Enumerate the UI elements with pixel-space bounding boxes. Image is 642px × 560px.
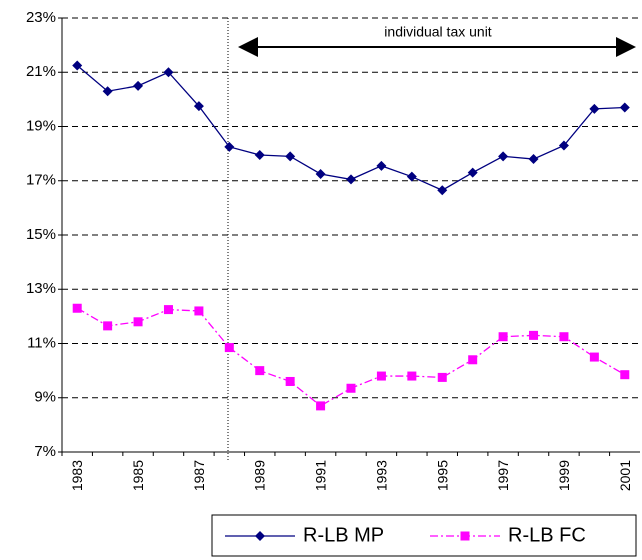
data-point bbox=[224, 343, 234, 353]
x-tick-label: 1985 bbox=[130, 460, 146, 491]
legend-marker bbox=[255, 531, 265, 541]
data-point bbox=[316, 401, 326, 411]
x-tick-label: 1999 bbox=[556, 460, 572, 491]
data-point bbox=[346, 174, 356, 185]
data-point bbox=[468, 355, 478, 365]
data-point bbox=[103, 321, 113, 331]
y-tick-label: 9% bbox=[34, 389, 56, 406]
legend-marker bbox=[460, 531, 470, 541]
data-point bbox=[559, 332, 569, 342]
data-point bbox=[285, 376, 295, 386]
x-tick-label: 2001 bbox=[617, 460, 633, 491]
data-point bbox=[528, 154, 539, 165]
data-point bbox=[498, 151, 509, 162]
data-point bbox=[589, 352, 599, 362]
data-point bbox=[589, 103, 600, 114]
x-tick-label: 1983 bbox=[69, 460, 85, 491]
x-tick-label: 1991 bbox=[313, 460, 329, 491]
data-point bbox=[467, 167, 478, 178]
data-point bbox=[558, 140, 569, 151]
data-point bbox=[255, 366, 265, 376]
data-point bbox=[224, 141, 235, 152]
annotation: individual tax unit bbox=[384, 24, 492, 40]
x-tick-label: 1993 bbox=[373, 460, 389, 491]
x-tick-label: 1987 bbox=[191, 460, 207, 491]
data-point bbox=[376, 160, 387, 171]
data-point bbox=[72, 60, 83, 71]
data-point bbox=[133, 80, 144, 91]
legend-box bbox=[211, 514, 637, 557]
y-tick-label: 21% bbox=[26, 63, 56, 80]
y-tick-label: 23% bbox=[26, 9, 56, 26]
legend-label: R-LB FC bbox=[508, 524, 586, 546]
data-point bbox=[620, 370, 630, 380]
y-tick-label: 15% bbox=[26, 226, 56, 243]
data-point bbox=[163, 67, 174, 78]
data-point bbox=[498, 332, 508, 342]
data-point bbox=[619, 102, 630, 113]
data-point bbox=[193, 101, 204, 112]
data-point bbox=[133, 317, 143, 327]
data-point bbox=[407, 371, 417, 381]
x-tick-label: 1989 bbox=[252, 460, 268, 491]
x-tick-label: 1995 bbox=[434, 460, 450, 491]
data-point bbox=[102, 86, 113, 97]
y-tick-label: 13% bbox=[26, 280, 56, 297]
y-tick-label: 7% bbox=[34, 443, 56, 460]
data-point bbox=[406, 171, 417, 182]
data-point bbox=[376, 371, 386, 381]
y-tick-label: 19% bbox=[26, 117, 56, 134]
data-point bbox=[254, 149, 265, 160]
data-point bbox=[437, 185, 448, 196]
data-point bbox=[163, 305, 173, 315]
data-point bbox=[346, 383, 356, 393]
data-point bbox=[72, 303, 82, 313]
series-line bbox=[76, 64, 625, 191]
y-tick-label: 11% bbox=[27, 334, 56, 351]
data-point bbox=[285, 151, 296, 162]
y-tick-label: 17% bbox=[26, 172, 56, 189]
data-point bbox=[437, 372, 447, 382]
legend-label: R-LB MP bbox=[303, 524, 384, 546]
data-point bbox=[194, 306, 204, 316]
data-point bbox=[315, 168, 326, 179]
x-tick-label: 1997 bbox=[495, 460, 511, 491]
data-point bbox=[529, 330, 539, 340]
